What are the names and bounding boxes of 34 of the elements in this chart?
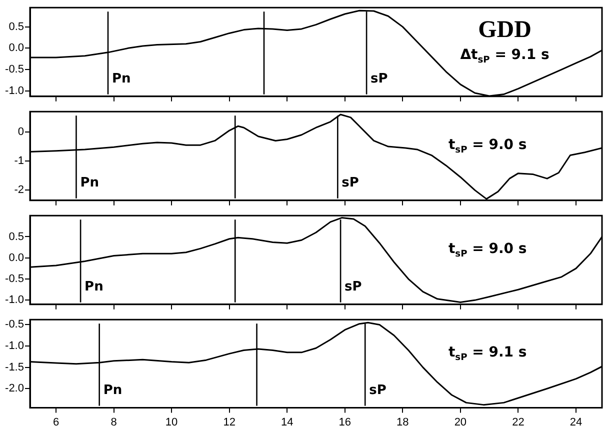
y-tick-label: -1 — [14, 155, 24, 168]
y-tick-label: -2.0 — [5, 382, 24, 395]
annotation: GDD — [478, 16, 532, 43]
y-tick-label: -1.0 — [5, 84, 24, 97]
y-tick-label: -1.0 — [5, 294, 24, 306]
x-tick-label: 14 — [280, 416, 294, 428]
ref-line-label: sP — [370, 71, 388, 86]
y-tick-label: 0.5 — [8, 20, 24, 33]
ref-line-label: sP — [344, 279, 362, 294]
y-tick-label: -1.5 — [5, 361, 24, 374]
y-tick-label: -1.0 — [5, 340, 24, 352]
y-tick-label: -2 — [14, 184, 24, 196]
x-tick-label: 20 — [454, 416, 467, 428]
y-tick-label: 0 — [18, 126, 24, 138]
x-tick-label: 12 — [223, 416, 236, 428]
x-tick-label: 18 — [396, 416, 409, 428]
x-tick-label: 22 — [512, 416, 524, 428]
ref-line-label: Pn — [103, 382, 122, 398]
ref-line-label: Pn — [84, 279, 104, 294]
ref-line-label: Pn — [112, 71, 131, 86]
x-tick-label: 10 — [165, 416, 178, 428]
y-tick-label: 0.0 — [8, 42, 24, 54]
y-tick-label: -0.5 — [5, 64, 24, 76]
x-tick-label: 8 — [110, 416, 117, 428]
ref-line-label: Pn — [80, 175, 100, 190]
x-tick-label: 16 — [338, 416, 352, 428]
y-tick-label: -0.5 — [5, 318, 24, 331]
y-tick-label: -0.5 — [5, 273, 24, 286]
ref-line-label: sP — [369, 382, 386, 398]
y-tick-label: 0.5 — [8, 230, 24, 243]
y-tick-label: 0.0 — [8, 252, 24, 264]
ref-line-label: sP — [342, 175, 359, 190]
x-tick-label: 6 — [52, 416, 60, 428]
x-tick-label: 24 — [570, 416, 582, 428]
